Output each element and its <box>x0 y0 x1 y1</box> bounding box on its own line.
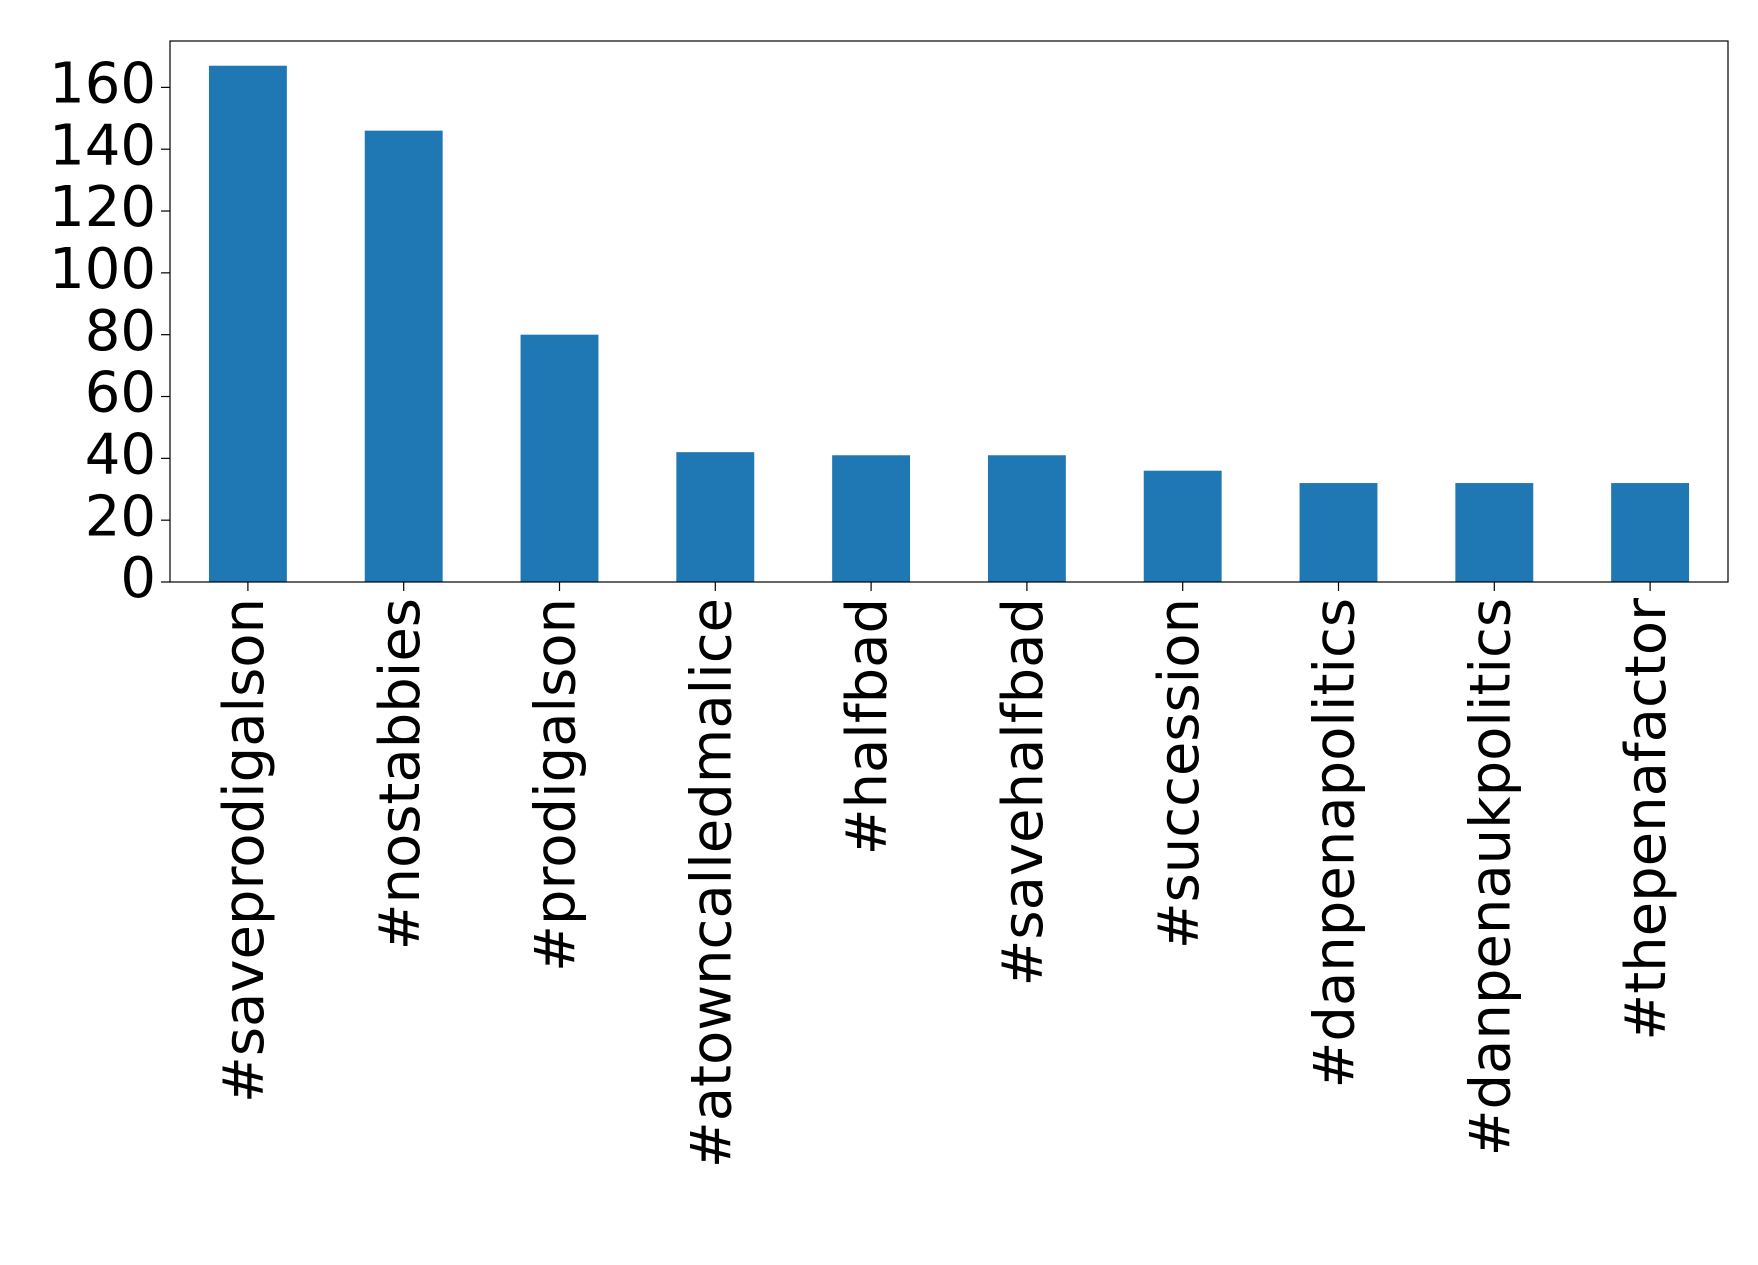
bar <box>832 455 911 582</box>
x-tick-label: #halfbad <box>835 598 900 855</box>
bar <box>208 65 287 582</box>
y-tick-label: 40 <box>85 422 156 487</box>
bar <box>1455 483 1534 582</box>
bar <box>1299 483 1378 582</box>
x-tick-label: #succession <box>1147 598 1212 949</box>
y-tick-label: 120 <box>49 175 156 240</box>
x-tick-label: #danpenapolitics <box>1303 598 1368 1089</box>
bar <box>676 452 755 582</box>
bar <box>1143 470 1222 582</box>
bar <box>520 334 599 582</box>
y-tick-label: 20 <box>85 484 156 549</box>
y-tick-label: 140 <box>49 113 156 178</box>
bar <box>987 455 1066 582</box>
x-tick-label: #thepenafactor <box>1614 597 1679 1041</box>
x-tick-label: #nostabbies <box>368 598 433 950</box>
y-tick-label: 160 <box>49 52 156 117</box>
x-tick-label: #prodigalson <box>524 598 589 972</box>
x-tick-label: #savehalfbad <box>991 598 1056 987</box>
y-tick-label: 0 <box>120 546 156 611</box>
x-tick-label: #danpenaukpolitics <box>1458 598 1523 1156</box>
plot-frame <box>169 40 1729 583</box>
y-tick-label: 60 <box>85 361 156 426</box>
y-tick-label: 80 <box>85 299 156 364</box>
bar <box>364 130 443 582</box>
y-tick-label: 100 <box>49 237 156 302</box>
x-tick-label: #atowncalledmalice <box>679 598 744 1168</box>
bar <box>1611 483 1690 582</box>
x-tick-label: #saveprodigalson <box>212 598 277 1103</box>
